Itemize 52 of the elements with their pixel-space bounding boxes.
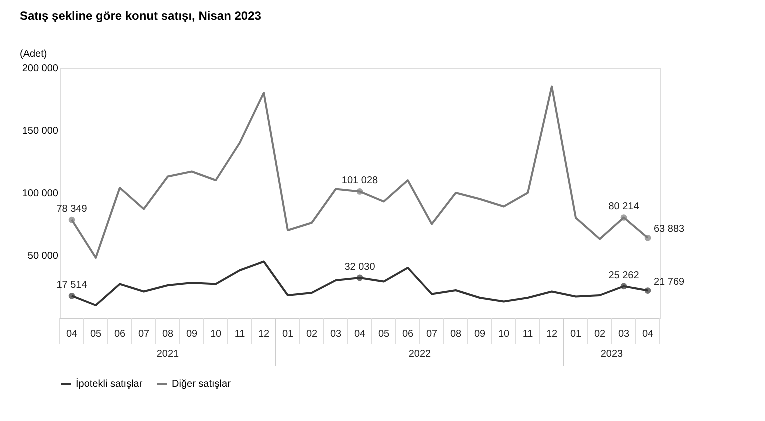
data-label: 32 030 (344, 262, 376, 273)
x-tick-label: 08 (162, 329, 174, 340)
point (620, 214, 628, 221)
y-axis-title: (Adet) (20, 49, 48, 60)
chart-title: Satış şekline göre konut satışı, Nisan 2023 (20, 9, 262, 23)
x-tick-label: 09 (186, 329, 198, 340)
x-tick-label: 04 (642, 329, 654, 340)
x-tick-label: 05 (90, 329, 102, 340)
x-tick-label: 06 (114, 329, 126, 340)
x-tick-label: 04 (66, 329, 78, 340)
x-tick-label: 12 (258, 329, 270, 340)
y-tick-label: 150 000 (22, 126, 59, 137)
data-label: 21 769 (654, 276, 686, 288)
x-tick-label: 06 (402, 329, 414, 340)
x-tick-label: 07 (426, 329, 438, 340)
point (644, 234, 652, 242)
legend-label: Diğer satışlar (172, 379, 232, 390)
y-tick-label: 50 000 (28, 251, 59, 262)
point (356, 274, 364, 282)
point (644, 288, 652, 294)
x-tick-label: 09 (474, 329, 486, 340)
x-tick-label: 07 (138, 329, 150, 340)
x-tick-label: 04 (354, 329, 366, 340)
x-tick-label: 08 (450, 329, 462, 340)
x-tick-label: 05 (378, 329, 390, 340)
x-tick-label: 12 (546, 329, 558, 340)
x-tick-label: 02 (306, 329, 318, 340)
data-label: 17 514 (56, 280, 88, 292)
legend-label: İpotekli satışlar (76, 378, 144, 390)
data-label: 80 214 (608, 202, 640, 213)
data-label: 25 262 (608, 270, 640, 282)
point (620, 283, 628, 290)
point (68, 216, 76, 224)
x-tick-label: 01 (282, 329, 294, 340)
x-tick-label: 11 (234, 329, 246, 340)
text: 2021 (156, 349, 180, 360)
data-label: 63 883 (654, 224, 686, 236)
data-label: 78 349 (56, 204, 88, 216)
text: 2022 (408, 349, 432, 360)
x-tick-label: 10 (210, 329, 222, 340)
y-tick-label: 200 000 (22, 64, 59, 74)
point (68, 292, 76, 300)
data-label: 101 028 (342, 176, 379, 187)
x-tick-label: 03 (618, 329, 630, 340)
x-tick-label: 02 (594, 329, 606, 340)
y-tick-label: 100 000 (22, 188, 59, 200)
x-tick-label: 10 (498, 329, 510, 340)
x-tick-label: 01 (570, 329, 582, 340)
point (356, 188, 364, 195)
x-tick-label: 11 (522, 329, 534, 340)
x-tick-label: 03 (330, 329, 342, 340)
text: 2023 (600, 349, 624, 360)
